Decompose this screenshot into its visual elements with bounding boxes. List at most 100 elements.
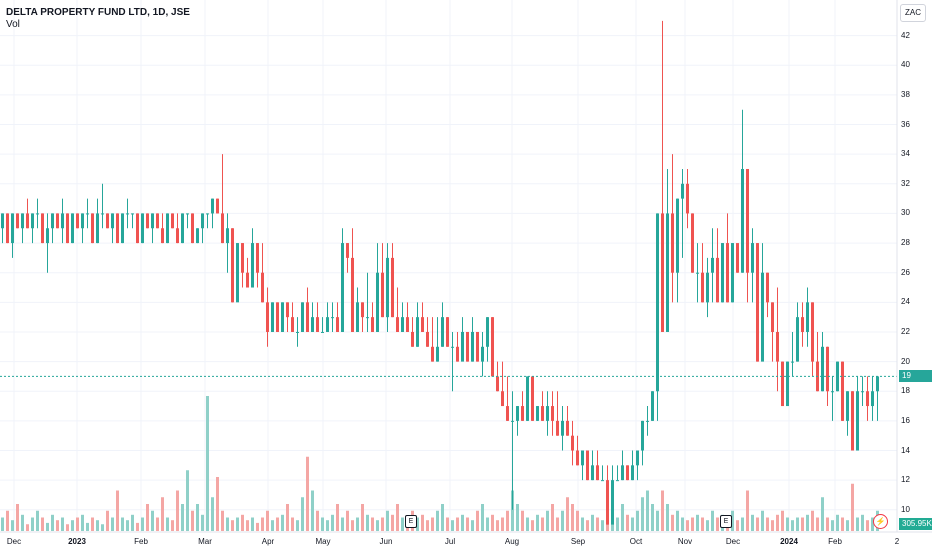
candle-body xyxy=(41,213,44,244)
y-tick-label: 28 xyxy=(901,238,910,248)
candle-body xyxy=(766,272,769,303)
candle-body xyxy=(376,272,379,332)
candle-body xyxy=(6,213,9,244)
volume-bar xyxy=(861,514,864,531)
volume-bar xyxy=(1,517,4,531)
earnings-marker[interactable]: E xyxy=(405,515,417,528)
volume-bar xyxy=(261,517,264,531)
candle-body xyxy=(611,480,614,525)
candle-body xyxy=(591,465,594,481)
volume-bar xyxy=(836,514,839,531)
volume-bar xyxy=(476,510,479,531)
volume-bar xyxy=(16,504,19,531)
y-tick-label: 26 xyxy=(901,267,910,277)
volume-bar xyxy=(576,510,579,531)
candle-body xyxy=(256,243,259,273)
candle-body xyxy=(226,228,229,244)
volume-bar xyxy=(556,517,559,531)
candle-body xyxy=(796,317,799,362)
candle-body xyxy=(531,376,534,421)
candle-body xyxy=(656,213,659,392)
y-tick-label: 36 xyxy=(901,119,910,129)
currency-button[interactable]: ZAC xyxy=(900,4,926,22)
candle-body xyxy=(586,450,589,481)
candle-body xyxy=(36,213,39,215)
volume-bar xyxy=(856,517,859,531)
volume-bar xyxy=(221,510,224,531)
volume-bar xyxy=(176,490,179,531)
volume-bar xyxy=(166,517,169,531)
volume-bar xyxy=(641,497,644,531)
candle-body xyxy=(856,391,859,451)
volume-bar xyxy=(276,517,279,531)
volume-bar xyxy=(671,514,674,531)
volume-bar xyxy=(581,517,584,531)
y-tick-label: 34 xyxy=(901,149,910,159)
candle-body xyxy=(701,272,704,303)
candle-body xyxy=(526,376,529,421)
volume-bar xyxy=(136,522,139,531)
candle-body xyxy=(776,331,779,362)
volume-bar xyxy=(791,520,794,531)
volume-bar xyxy=(6,510,9,531)
candle-body xyxy=(171,213,174,229)
candle-body xyxy=(801,317,804,332)
candle-body xyxy=(66,213,69,244)
volume-bar xyxy=(36,510,39,531)
y-tick-label: 14 xyxy=(901,445,910,455)
volume-bar xyxy=(91,517,94,531)
volume-bar xyxy=(706,520,709,531)
x-tick-label: Feb xyxy=(134,537,148,546)
candle-body xyxy=(56,213,59,229)
candle-body xyxy=(126,213,129,215)
candle-body xyxy=(436,346,439,362)
volume-bar xyxy=(61,517,64,531)
candle-body xyxy=(876,376,879,392)
volume-bar xyxy=(26,524,29,531)
volume-bar xyxy=(746,490,749,531)
candle-body xyxy=(731,243,734,303)
candle-body xyxy=(546,406,549,421)
candle-body xyxy=(861,391,864,393)
volume-bar xyxy=(816,517,819,531)
candle-body xyxy=(601,480,604,482)
candle-body xyxy=(866,391,869,407)
volume-bar xyxy=(156,517,159,531)
volume-bar xyxy=(511,490,514,531)
volume-bar xyxy=(361,504,364,531)
candle-body xyxy=(361,302,364,318)
candle-body xyxy=(696,272,699,274)
volume-bar xyxy=(761,510,764,531)
candle-body xyxy=(716,257,719,303)
candle-body xyxy=(521,406,524,421)
candle-body xyxy=(391,257,394,318)
candle-body xyxy=(721,243,724,303)
candle-body xyxy=(756,243,759,362)
candle-body xyxy=(851,391,854,451)
candlestick-series xyxy=(1,20,879,525)
candle-body xyxy=(201,213,204,229)
candle-body xyxy=(541,406,544,421)
candle-body xyxy=(356,302,359,332)
volume-bar xyxy=(536,514,539,531)
candle-body xyxy=(821,346,824,392)
candle-body xyxy=(536,406,539,421)
volume-bar xyxy=(46,522,49,531)
candle-body xyxy=(596,465,599,481)
volume-bar xyxy=(651,504,654,531)
y-tick-label: 42 xyxy=(901,30,910,40)
candle-body xyxy=(771,302,774,332)
volume-bar xyxy=(466,517,469,531)
volume-bar xyxy=(161,497,164,531)
flash-icon[interactable]: ⚡ xyxy=(873,514,888,529)
volume-bar xyxy=(141,517,144,531)
volume-bar xyxy=(246,520,249,531)
volume-bar xyxy=(306,456,309,531)
candle-body xyxy=(281,302,284,332)
last-price-tag: 19 xyxy=(899,370,932,383)
earnings-marker[interactable]: E xyxy=(720,515,732,528)
candle-body xyxy=(461,331,464,362)
y-tick-label: 40 xyxy=(901,60,910,70)
candle-body xyxy=(296,331,299,333)
